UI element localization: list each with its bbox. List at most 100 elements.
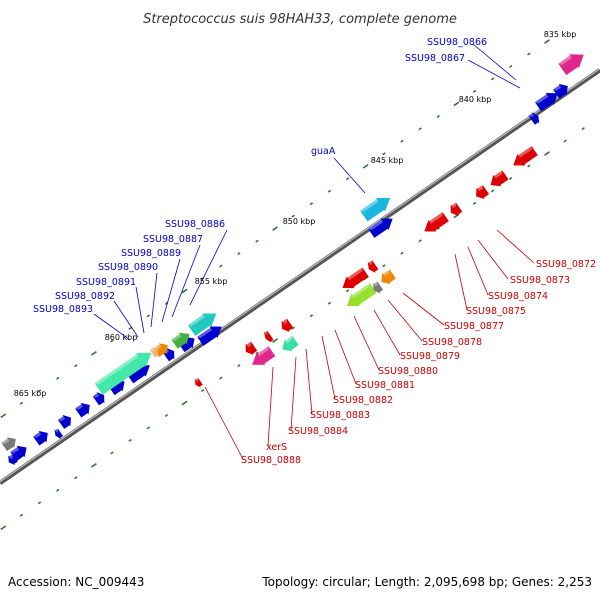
gene-label: SSU98_0884 <box>288 426 348 437</box>
gene-labels-top: SSU98_0866 SSU98_0867 guaA SSU98_0886 SS… <box>33 37 487 315</box>
tick-mark <box>56 376 60 380</box>
forward-gene <box>528 112 540 125</box>
reverse-gene <box>342 267 369 289</box>
tick-mark <box>255 239 259 243</box>
tick-mark <box>0 413 7 419</box>
tick-mark <box>219 264 223 268</box>
reverse-gene <box>513 146 538 166</box>
gene-label: SSU98_0866 <box>427 37 487 48</box>
gene-orange <box>381 269 396 285</box>
gene-label: SSU98_0882 <box>333 395 393 406</box>
tick-mark <box>509 176 513 181</box>
genome-title: Streptococcus suis 98HAH33, complete gen… <box>143 12 457 27</box>
gene-magenta <box>252 346 276 365</box>
reverse-gene <box>245 341 258 356</box>
accession-text: Accession: NC_009443 <box>8 575 144 589</box>
kbp-label: 850 kbp <box>283 217 316 226</box>
gene-small <box>149 346 159 358</box>
tick-mark <box>237 364 241 368</box>
tick-mark <box>237 252 241 256</box>
tick-mark <box>74 364 78 368</box>
tick-mark <box>291 214 295 218</box>
tick-mark <box>110 451 114 455</box>
tick-mark <box>327 301 332 305</box>
tick-mark <box>453 101 460 107</box>
tick-mark <box>544 151 550 156</box>
kbp-label: 845 kbp <box>371 156 404 165</box>
gene-teal <box>187 313 217 336</box>
gene-label: SSU98_0888 <box>241 455 301 466</box>
gene-label: SSU98_0893 <box>33 304 93 315</box>
kbp-label: 860 kbp <box>105 333 138 342</box>
tick-mark <box>291 326 295 330</box>
tick-mark <box>19 513 24 517</box>
gene-gray <box>372 281 384 294</box>
tick-mark <box>128 326 132 330</box>
tick-mark <box>527 52 531 56</box>
forward-gene <box>368 218 393 238</box>
gene-label: SSU98_0889 <box>121 248 181 259</box>
tick-mark <box>544 39 550 44</box>
gene-green <box>171 332 190 349</box>
reverse-gene <box>263 330 274 343</box>
tick-mark <box>146 314 150 318</box>
forward-gene <box>33 430 48 446</box>
gene-label: guaA <box>311 146 336 157</box>
gene-lime <box>346 282 377 307</box>
gene-label: SSU98_0886 <box>165 219 225 230</box>
tick-mark <box>436 114 440 118</box>
tick-mark <box>382 152 386 156</box>
gene-label: xerS <box>266 442 287 453</box>
tick-mark <box>345 177 350 181</box>
gene-cyan <box>360 197 391 222</box>
reverse-gene <box>424 212 449 232</box>
tick-mark <box>418 127 422 131</box>
tick-mark <box>272 226 279 231</box>
forward-gene <box>553 83 568 99</box>
gene-label: SSU98_0887 <box>143 234 203 245</box>
gene-features <box>1 54 584 466</box>
tick-mark <box>309 314 314 318</box>
gene-magenta <box>558 54 584 76</box>
forward-gene <box>197 326 222 346</box>
reverse-gene <box>490 170 509 187</box>
tick-mark <box>345 289 350 293</box>
forward-gene <box>534 93 558 112</box>
reverse-gene <box>281 318 294 333</box>
gene-label: SSU98_0879 <box>400 351 460 362</box>
tick-mark <box>327 189 332 193</box>
tick-mark <box>581 127 585 131</box>
gene-label: SSU98_0890 <box>98 262 158 273</box>
forward-gene <box>8 454 18 466</box>
leader-lines <box>93 43 535 460</box>
kbp-label: 865 kbp <box>14 389 47 398</box>
tick-mark <box>164 413 169 418</box>
reverse-gene <box>476 185 490 200</box>
tick-mark <box>146 426 150 430</box>
gene-label: SSU98_0873 <box>510 275 570 286</box>
tick-mark <box>382 264 386 268</box>
gene-aqua <box>94 352 152 395</box>
forward-gene <box>75 402 90 418</box>
tick-mark <box>200 388 205 393</box>
gene-label: SSU98_0880 <box>378 366 438 377</box>
tick-mark <box>181 288 188 294</box>
gene-label: SSU98_0878 <box>422 337 482 348</box>
gene-label: SSU98_0892 <box>55 291 115 302</box>
tick-mark <box>0 525 7 531</box>
reverse-gene <box>194 378 203 388</box>
tick-mark <box>563 139 567 143</box>
gene-label: SSU98_0891 <box>76 277 136 288</box>
tick-mark <box>219 376 223 380</box>
gene-label: SSU98_0877 <box>444 321 504 332</box>
forward-gene <box>92 391 105 406</box>
tick-mark <box>19 401 24 405</box>
tick-mark <box>490 77 495 81</box>
gene-gray <box>1 437 16 452</box>
tick-mark <box>472 201 477 205</box>
tick-mark <box>181 400 188 406</box>
tick-mark <box>128 438 132 442</box>
forward-gene <box>57 414 71 429</box>
coordinate-ticks <box>0 39 585 531</box>
